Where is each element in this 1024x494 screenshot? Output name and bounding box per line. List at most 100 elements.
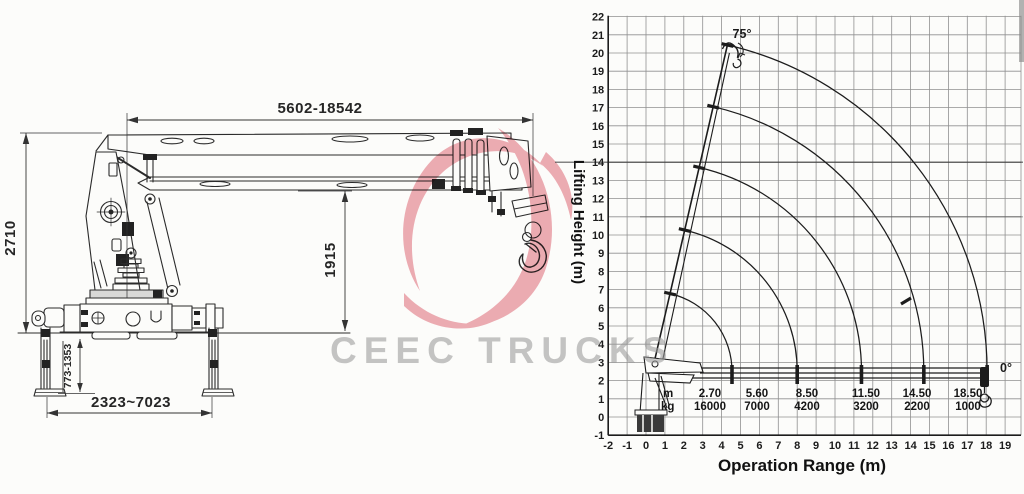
- x-tick-label: 19: [999, 440, 1011, 452]
- x-tick-label: 6: [756, 440, 762, 452]
- dimension-label-overall-height: 2710: [2, 220, 19, 255]
- y-tick-label: 15: [592, 139, 604, 151]
- arc-mark: [900, 296, 912, 306]
- y-tick-label: 6: [598, 303, 604, 315]
- x-tick-label: 5: [737, 440, 743, 452]
- x-tick-label: 0: [643, 440, 649, 452]
- x-tick-label: 1: [662, 440, 668, 452]
- boom-end-cap: [980, 367, 989, 387]
- y-tick-label: 11: [593, 212, 605, 224]
- y-tick-label: 1: [598, 394, 604, 406]
- load-chart: -2 -1 0 1 2 3 4 5 6 7 8 9 10 11 12 13 14 15 16 17 18 19-10123…: [555, 12, 1023, 452]
- dimension-label-boom-extension: 5602-18542: [277, 100, 362, 117]
- x-tick-label: 18: [980, 440, 992, 452]
- dimension-label-boom-underside: 1915: [322, 242, 339, 277]
- load-table-range-value: 14.50: [903, 388, 932, 400]
- x-tick-label: 17: [961, 440, 973, 452]
- load-table-range-value: 2.70: [699, 388, 721, 400]
- y-tick-label: -1: [594, 430, 604, 442]
- load-table-capacity-value: 3200: [853, 401, 879, 413]
- tip-path-arc: [684, 229, 798, 374]
- y-tick-label: 17: [592, 103, 604, 115]
- x-tick-label: 8: [794, 440, 800, 452]
- chart-x-axis-title: Operation Range (m): [718, 456, 886, 475]
- boom-tip-mark: [692, 164, 706, 171]
- load-table-range-value: 8.50: [796, 388, 818, 400]
- y-tick-label: 0: [598, 412, 604, 424]
- x-tick-label: 12: [867, 440, 879, 452]
- y-tick-label: 19: [592, 66, 604, 78]
- scan-artifact: [1019, 0, 1024, 62]
- boom-line-75deg: [660, 52, 730, 368]
- watermark-text: CEEC TRUCKS: [330, 330, 674, 371]
- y-tick-label: 13: [592, 175, 604, 187]
- boom-tip-mark: [678, 227, 691, 233]
- min-angle-label: 0°: [1000, 361, 1012, 375]
- y-tick-label: 5: [598, 321, 604, 333]
- boom-line-75deg: [651, 44, 729, 372]
- load-table-row-label: kg: [661, 401, 674, 413]
- y-tick-label: 22: [592, 12, 604, 24]
- load-table-range-value: 11.50: [852, 388, 880, 400]
- y-tick-label: 18: [592, 84, 604, 96]
- boom-tip-mark: [706, 103, 720, 110]
- chart-crane-base: [637, 415, 664, 432]
- y-tick-label: 12: [592, 194, 604, 206]
- tip-path-arc: [727, 44, 988, 374]
- load-table-row-label: m: [663, 388, 673, 400]
- y-tick-label: 20: [592, 48, 604, 60]
- tip-path-arc: [713, 106, 925, 374]
- y-tick-label: 4: [598, 339, 605, 351]
- y-tick-label: 21: [592, 30, 604, 42]
- tip-path-arc: [699, 166, 863, 374]
- hook-sheave: [979, 393, 990, 403]
- dimension-label-outrigger-clearance: 773-1353: [62, 344, 74, 389]
- x-tick-label: 3: [700, 440, 706, 452]
- crane-column: [85, 151, 181, 305]
- boom-top-section: [95, 128, 512, 156]
- y-tick-label: 2: [598, 376, 604, 388]
- x-tick-label: 16: [942, 440, 954, 452]
- boom-tip-mark: [721, 42, 734, 48]
- hook-icon: [979, 395, 992, 408]
- outrigger-right: [201, 327, 235, 397]
- x-tick-label: 11: [848, 440, 860, 452]
- y-tick-label: 3: [598, 357, 604, 369]
- y-tick-label: 7: [598, 285, 604, 297]
- y-tick-label: 10: [592, 230, 604, 242]
- y-tick-label: 14: [592, 157, 605, 169]
- x-tick-label: 7: [775, 440, 781, 452]
- load-table-capacity-value: 16000: [694, 401, 726, 413]
- x-tick-label: 10: [829, 440, 841, 452]
- luffing-cylinder: [146, 197, 181, 290]
- x-tick-label: -1: [622, 440, 632, 452]
- dimension-label-outrigger-span: 2323~7023: [91, 394, 171, 411]
- crane-base: [31, 303, 224, 340]
- load-table-capacity-value: 4200: [794, 401, 820, 413]
- knuckle-pin: [651, 360, 659, 368]
- load-table-range-value: 18.50: [954, 388, 983, 400]
- x-tick-label: 13: [886, 440, 898, 452]
- x-tick-label: 15: [923, 440, 935, 452]
- y-tick-label: 8: [598, 266, 604, 278]
- outrigger-left: [33, 327, 67, 397]
- watermark-logo-icon: [403, 128, 573, 329]
- load-table-capacity-value: 1000: [955, 401, 981, 413]
- load-table-range-value: 5.60: [746, 388, 768, 400]
- angle-arc-icon: [737, 42, 746, 59]
- chart-y-axis-title: Lifting Height (m): [570, 160, 587, 284]
- hook-icon: [732, 58, 742, 69]
- load-table-capacity-value: 7000: [744, 401, 770, 413]
- y-tick-label: 16: [592, 121, 604, 133]
- x-tick-label: 14: [904, 440, 917, 452]
- x-tick-label: 9: [813, 440, 819, 452]
- x-tick-label: 2: [681, 440, 687, 452]
- tip-path-arc: [669, 292, 733, 374]
- boom-tip-mark: [663, 290, 677, 297]
- chart-crane-column: [639, 372, 670, 414]
- x-tick-label: 4: [719, 440, 726, 452]
- boom-line-0deg: [658, 367, 981, 379]
- x-tick-label: -2: [603, 440, 613, 452]
- y-tick-label: 9: [598, 248, 604, 260]
